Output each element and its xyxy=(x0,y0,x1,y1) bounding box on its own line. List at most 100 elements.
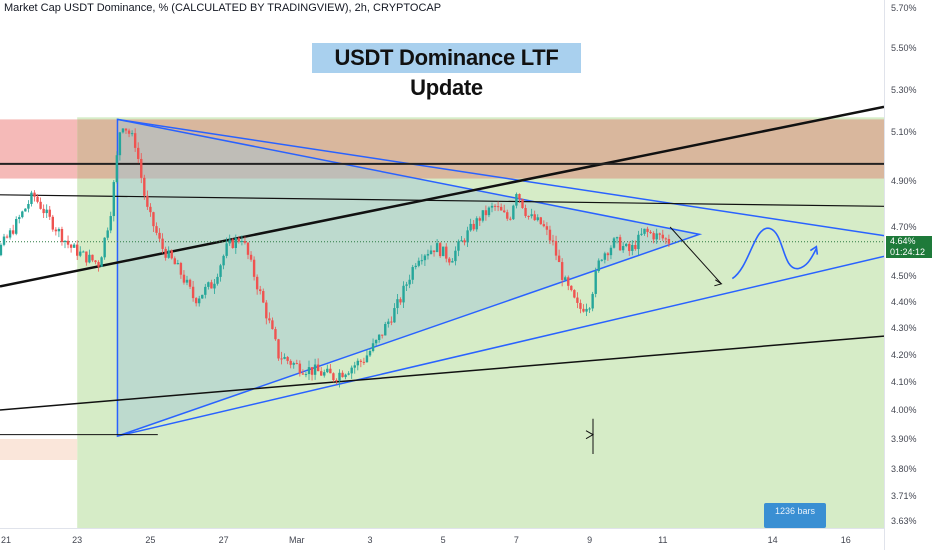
y-tick-label: 3.80% xyxy=(891,464,917,474)
y-tick-label: 5.70% xyxy=(891,3,917,13)
symbol-header: Market Cap USDT Dominance, % (CALCULATED… xyxy=(4,2,442,14)
time-axis[interactable]: 21 23 25 27 Mar 3 5 7 9 11 14 16 xyxy=(0,528,884,551)
candle-body xyxy=(18,217,21,220)
x-tick-label: 5 xyxy=(440,535,446,545)
y-tick-label: 4.30% xyxy=(891,323,917,333)
candle-body xyxy=(609,247,613,256)
candle-body xyxy=(310,367,314,375)
bar-countdown: 01:24:12 xyxy=(890,247,926,257)
candle-body xyxy=(457,241,460,251)
candle-body xyxy=(631,245,634,251)
candle-body xyxy=(625,243,628,247)
candle-body xyxy=(15,219,18,234)
candle-body xyxy=(170,250,173,259)
candle-body xyxy=(45,209,48,214)
candle-body xyxy=(573,290,576,298)
candle-body xyxy=(85,251,88,263)
candle-body xyxy=(655,233,658,240)
candle-body xyxy=(115,155,119,183)
candle-body xyxy=(182,274,186,283)
x-tick-label: 27 xyxy=(218,535,229,545)
candle-body xyxy=(277,339,280,359)
candle-body xyxy=(600,259,603,261)
candle-body xyxy=(243,240,247,243)
candle-body xyxy=(271,320,274,330)
candle-body xyxy=(201,294,204,299)
candle-body xyxy=(594,271,597,294)
last-price-value: 4.64% xyxy=(890,236,916,246)
candle-body xyxy=(539,217,542,225)
candle-body xyxy=(524,207,527,216)
price-chart[interactable] xyxy=(0,0,884,528)
candle-body xyxy=(219,265,222,277)
candle-body xyxy=(323,372,326,376)
candle-body xyxy=(106,230,109,238)
x-tick-label: 7 xyxy=(513,535,519,545)
candle-body xyxy=(634,245,637,250)
candle-body xyxy=(509,218,512,220)
y-tick-label: 4.70% xyxy=(891,222,917,232)
candle-body xyxy=(155,226,158,233)
candle-body xyxy=(152,212,155,227)
candle-body xyxy=(429,250,433,255)
price-axis[interactable]: 5.70% 5.50% 5.30% 5.10% 4.90% 4.70% 4.50% 4.40%… xyxy=(884,0,932,550)
x-tick-label: 23 xyxy=(72,535,83,545)
candle-body xyxy=(570,285,573,291)
candle-body xyxy=(320,371,323,376)
candle-body xyxy=(54,229,58,232)
demand-zone-left xyxy=(0,439,78,460)
bar-count-label: 1236 bars xyxy=(774,506,816,516)
candle-body xyxy=(350,367,353,374)
candle-body xyxy=(621,246,625,251)
candle-body xyxy=(341,372,344,378)
candle-body xyxy=(564,277,567,280)
x-tick-label: 21 xyxy=(0,535,12,545)
candle-body xyxy=(466,230,469,243)
candle-body xyxy=(228,239,231,244)
y-tick-label: 4.10% xyxy=(891,377,917,387)
measure-arrowhead xyxy=(585,430,595,440)
x-tick-label: 11 xyxy=(658,535,668,545)
candle-body xyxy=(51,216,54,230)
candle-body xyxy=(179,263,183,275)
candle-body xyxy=(408,279,411,285)
candle-body xyxy=(48,209,51,217)
candle-body xyxy=(292,363,295,365)
x-tick-label: 3 xyxy=(367,535,373,545)
candle-body xyxy=(265,302,268,319)
candle-body xyxy=(246,242,250,255)
candle-body xyxy=(597,260,600,272)
candle-body xyxy=(515,194,518,206)
candle-body xyxy=(579,302,582,309)
candle-body xyxy=(222,255,225,266)
candle-body xyxy=(402,285,405,303)
candle-body xyxy=(338,372,341,381)
y-tick-label: 5.10% xyxy=(891,127,917,137)
candle-body xyxy=(521,199,524,208)
candle-body xyxy=(417,260,420,266)
candle-body xyxy=(469,223,472,231)
candle-body xyxy=(591,293,594,309)
candle-body xyxy=(259,289,262,292)
candle-body xyxy=(576,297,579,303)
candle-body xyxy=(365,355,369,363)
candle-body xyxy=(0,244,3,256)
candle-body xyxy=(490,205,494,208)
y-tick-label: 3.63% xyxy=(891,516,917,526)
candle-body xyxy=(384,323,387,336)
candle-body xyxy=(76,244,79,256)
ascending-trendline xyxy=(0,105,884,288)
candle-body xyxy=(185,279,189,283)
wedge-upper-line xyxy=(117,118,884,237)
candle-body xyxy=(237,238,241,242)
candle-body xyxy=(216,276,219,284)
candle-body xyxy=(542,224,546,227)
candle-body xyxy=(335,380,338,382)
y-tick-label: 4.20% xyxy=(891,350,917,360)
candle-body xyxy=(255,276,259,290)
resistance-zone xyxy=(77,119,884,179)
candle-body xyxy=(405,284,408,286)
candle-body xyxy=(283,357,286,359)
candle-body xyxy=(234,238,237,248)
